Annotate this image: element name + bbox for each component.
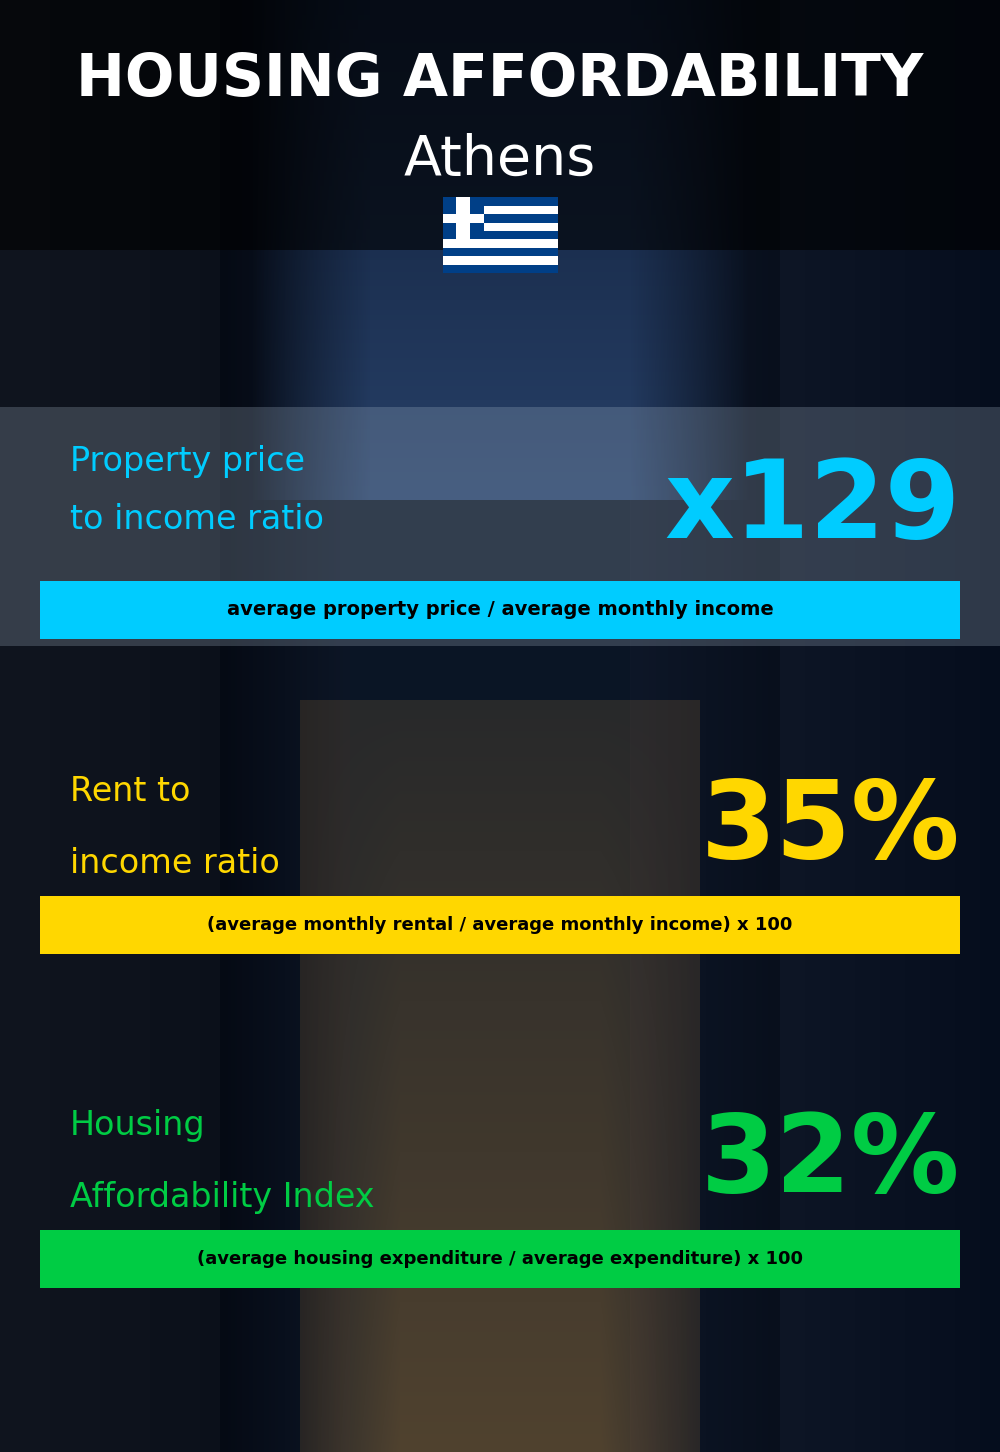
Text: Affordability Index: Affordability Index [70,1182,374,1214]
Bar [40,581,960,639]
Bar [442,197,558,273]
Text: Rent to: Rent to [70,775,190,807]
Text: 32%: 32% [701,1108,960,1215]
Text: x129: x129 [664,454,960,562]
Text: (average monthly rental / average monthly income) x 100: (average monthly rental / average monthl… [207,916,793,934]
Bar [442,197,484,240]
Bar [442,215,484,222]
Bar [40,896,960,954]
Text: Athens: Athens [404,132,596,187]
Bar [456,197,470,240]
Text: Property price: Property price [70,446,305,478]
Bar [442,256,558,264]
Text: (average housing expenditure / average expenditure) x 100: (average housing expenditure / average e… [197,1250,803,1268]
Text: to income ratio: to income ratio [70,504,324,536]
Bar [442,222,558,231]
Text: Housing: Housing [70,1109,206,1141]
Text: income ratio: income ratio [70,848,280,880]
FancyBboxPatch shape [0,407,1000,646]
Text: HOUSING AFFORDABILITY: HOUSING AFFORDABILITY [76,51,924,109]
Text: 35%: 35% [700,774,960,881]
Text: average property price / average monthly income: average property price / average monthly… [227,600,773,620]
Bar [442,206,558,215]
Bar [442,240,558,248]
Bar [40,1230,960,1288]
